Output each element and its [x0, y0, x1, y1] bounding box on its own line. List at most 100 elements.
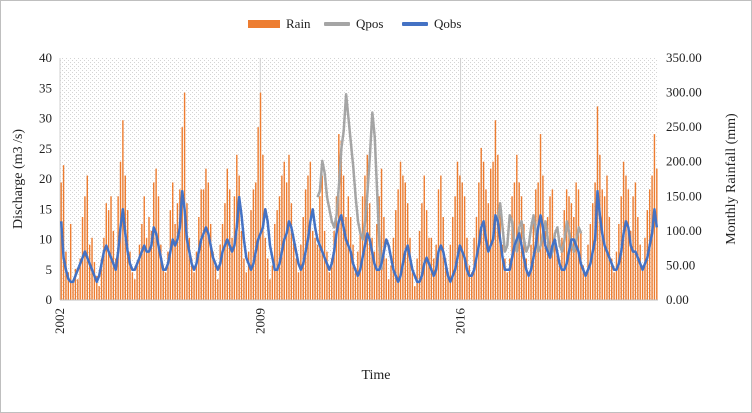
rain-bar	[224, 203, 226, 300]
rain-bar	[437, 189, 440, 300]
rain-bar	[345, 217, 347, 300]
rain-bar	[188, 237, 191, 300]
rain-bar	[644, 237, 646, 300]
rain-bar	[440, 175, 442, 300]
rain-bar	[385, 258, 387, 300]
rain-bar	[131, 272, 134, 300]
y-axis-right-title: Monthly Rainfall (mm)	[724, 113, 739, 245]
rain-bar	[162, 265, 164, 300]
legend-label-qobs: Qobs	[434, 16, 462, 31]
rain-bar	[183, 92, 186, 300]
rain-bar	[186, 203, 188, 300]
rain-bar	[527, 272, 530, 300]
rain-bar	[103, 237, 105, 300]
rain-bar	[387, 279, 390, 300]
rain-bar	[506, 272, 509, 300]
rain-bar	[164, 272, 167, 300]
rain-bar	[615, 251, 618, 300]
rain-bar	[630, 230, 632, 300]
rain-bar	[563, 210, 565, 300]
rain-bar	[511, 196, 513, 300]
y-tick-left: 30	[39, 111, 52, 126]
rain-bar	[281, 175, 283, 300]
y-tick-left: 10	[39, 232, 52, 247]
rain-bar	[276, 210, 278, 300]
rain-bar	[499, 210, 501, 300]
qobs-line	[59, 189, 659, 284]
qpos-line	[316, 93, 384, 270]
rain-bar	[454, 196, 456, 300]
rain-bar	[414, 286, 416, 300]
rain-bar	[79, 258, 81, 300]
rain-bar	[352, 244, 354, 300]
rain-bar	[428, 237, 430, 300]
rain-bar	[323, 230, 326, 300]
rain-bar	[584, 272, 587, 300]
rain-bar	[565, 189, 568, 300]
rain-bar	[501, 244, 504, 300]
legend-swatch-qpos	[324, 22, 350, 26]
rain-bar	[366, 154, 369, 300]
rain-bar	[100, 258, 103, 300]
rain-bar	[105, 203, 107, 300]
rain-bar	[198, 217, 200, 300]
rain-bar	[634, 182, 637, 300]
rain-bar	[409, 237, 411, 300]
rain-bar	[328, 272, 331, 300]
rain-bar	[632, 196, 634, 300]
y-tick-right: 100.00	[666, 223, 702, 238]
rain-bar	[300, 244, 302, 300]
rain-bar	[136, 265, 138, 300]
rain-bar	[364, 175, 366, 300]
x-tick-label: 2002	[52, 308, 67, 334]
rain-bar	[255, 182, 257, 300]
legend: Rain Qpos Qobs	[0, 14, 752, 34]
rain-bar	[373, 251, 376, 300]
rain-bar	[84, 196, 86, 300]
rain-bar	[656, 168, 658, 300]
rain-bar	[376, 223, 378, 300]
y-tick-left: 5	[46, 262, 53, 277]
rain-bar	[335, 196, 338, 300]
rain-bar	[421, 203, 423, 300]
x-tick-label: 2016	[453, 308, 468, 335]
rain-bar	[190, 258, 193, 300]
rain-bar	[444, 258, 447, 300]
rain-bar	[148, 217, 150, 300]
rain-bar	[271, 265, 274, 300]
y-axis-left-title: Discharge (m3 /s)	[11, 129, 26, 229]
rain-bar	[456, 161, 459, 300]
y-tick-right: 250.00	[666, 119, 702, 134]
rain-bar	[290, 203, 293, 300]
rain-bar	[69, 223, 72, 300]
rain-bar	[167, 251, 169, 300]
y-tick-right: 300.00	[666, 85, 702, 100]
legend-swatch-rain	[248, 20, 280, 28]
rain-bar	[209, 223, 212, 300]
rain-bar	[546, 217, 549, 300]
rain-bar	[606, 175, 608, 300]
rain-bar	[141, 223, 143, 300]
rain-bar	[181, 127, 183, 300]
rain-bar	[390, 265, 392, 300]
x-axis-title: Time	[361, 368, 391, 383]
rain-bar	[231, 237, 233, 300]
rain-bar	[278, 196, 281, 300]
rain-bar	[285, 182, 288, 300]
rain-bar	[423, 175, 425, 300]
y-tick-left: 0	[46, 292, 53, 307]
rain-bar	[283, 161, 285, 300]
y-tick-left: 25	[39, 141, 52, 156]
rain-bar	[558, 265, 561, 300]
rain-bar	[297, 272, 300, 300]
rain-bar	[264, 237, 266, 300]
rain-bar	[442, 217, 444, 300]
rain-bar	[77, 279, 79, 300]
rain-bar	[399, 161, 402, 300]
rain-bar	[411, 272, 414, 300]
rain-bar	[418, 230, 421, 300]
rain-bar	[221, 223, 224, 300]
rain-bar	[349, 217, 352, 300]
rain-bar	[107, 210, 110, 300]
